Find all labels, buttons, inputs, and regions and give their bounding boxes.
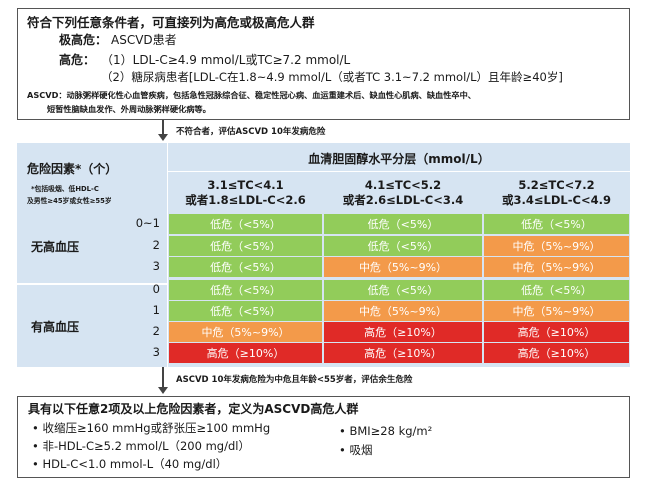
risk-level-cell: 低危（<5%）: [169, 214, 322, 234]
risk-factor-count: 0: [152, 282, 160, 296]
risk-factor-count: 2: [152, 324, 160, 338]
table-divider: [167, 143, 168, 367]
flow-arrow-down-icon: [158, 120, 168, 142]
ascvd-note-line2: 短暂性脑缺血发作、外周动脉粥样硬化病等。: [47, 104, 211, 114]
direct-classification-box: [17, 8, 630, 120]
risk-factor-count: 3: [152, 259, 160, 273]
risk-factor-count: 1: [152, 303, 160, 317]
cholesterol-header: 血清胆固醇水平分层（mmol/L）: [308, 152, 490, 166]
cholesterol-column-ldl: 或者2.6≤LDL-C<3.4: [342, 193, 464, 207]
cholesterol-column-header: 4.1≤TC<5.2 或者2.6≤LDL-C<3.4: [324, 178, 482, 208]
cholesterol-column-tc: 4.1≤TC<5.2: [364, 178, 442, 192]
cholesterol-column-ldl: 或者1.8≤LDL-C<2.6: [185, 193, 306, 207]
risk-level-cell: 中危（5%~9%）: [484, 301, 629, 321]
risk-level-cell: 低危（<5%）: [169, 280, 322, 300]
cholesterol-column-tc: 3.1≤TC<4.1: [207, 178, 284, 192]
high-risk-criteria-heading: 具有以下任意2项及以上危险因素者，定义为ASCVD高危人群: [28, 402, 359, 416]
risk-level-cell: 中危（5%~9%）: [484, 236, 629, 256]
hypertension-group-label: 无高血压: [31, 240, 80, 254]
risk-level-cell: 低危（<5%）: [324, 214, 482, 234]
risk-level-cell: 中危（5%~9%）: [484, 257, 629, 277]
high-criterion-1: （1）LDL-C≥4.9 mmol/L或TC≥7.2 mmol/L: [101, 53, 351, 67]
risk-level-cell: 低危（<5%）: [169, 301, 322, 321]
high-label: 高危：: [59, 53, 96, 67]
risk-level-cell: 高危（≥10%）: [484, 322, 629, 342]
risk-factor-note2: 及男性≥45岁或女性≥55岁: [27, 197, 112, 205]
flow-arrow-down-icon: [158, 367, 168, 395]
criterion-blood-pressure: • 收缩压≥160 mmHg或舒张压≥100 mmHg: [32, 421, 271, 435]
risk-factor-count: 3: [152, 345, 160, 359]
criterion-bmi: • BMI≥28 kg/m²: [339, 424, 433, 438]
cholesterol-column-header: 5.2≤TC<7.2 或3.4≤LDL-C<4.9: [484, 178, 629, 208]
high-criterion-2: （2）糖尿病患者[LDL-C在1.8~4.9 mmol/L（或者TC 3.1~7…: [101, 70, 563, 84]
risk-level-cell: 低危（<5%）: [169, 236, 322, 256]
risk-level-cell: 低危（<5%）: [484, 214, 629, 234]
arrow1-caption: 不符合者，评估ASCVD 10年发病危险: [176, 127, 326, 137]
table-divider: [17, 283, 168, 285]
direct-classification-heading: 符合下列任意条件者，可直接列为高危或极高危人群: [27, 15, 315, 30]
risk-level-cell: 高危（≥10%）: [324, 322, 482, 342]
cholesterol-column-ldl: 或3.4≤LDL-C<4.9: [502, 193, 611, 207]
arrow2-caption: ASCVD 10年发病危险为中危且年龄<55岁者，评估余生危险: [176, 375, 413, 385]
hypertension-group-label: 有高血压: [31, 320, 80, 334]
ascvd-note-line1: ASCVD：动脉粥样硬化性心血管疾病，包括急性冠脉综合征、稳定性冠心病、血运重建…: [27, 90, 476, 100]
criterion-smoking: • 吸烟: [339, 443, 373, 457]
risk-level-cell: 中危（5%~9%）: [169, 322, 322, 342]
risk-level-cell: 高危（≥10%）: [484, 343, 629, 363]
criterion-hdl: • HDL-C<1.0 mmol-L（40 mg/dl）: [32, 457, 228, 471]
risk-level-cell: 高危（≥10%）: [169, 343, 322, 363]
risk-level-cell: 低危（<5%）: [169, 257, 322, 277]
risk-level-cell: 低危（<5%）: [324, 280, 482, 300]
cholesterol-column-tc: 5.2≤TC<7.2: [518, 178, 595, 192]
risk-factor-count: 2: [152, 238, 160, 252]
table-divider: [168, 171, 630, 172]
high-risk-criteria-box: [17, 396, 630, 478]
risk-level-cell: 中危（5%~9%）: [324, 257, 482, 277]
criterion-non-hdl: • 非-HDL-C≥5.2 mmol/L（200 mg/dl）: [32, 439, 250, 453]
risk-level-cell: 中危（5%~9%）: [324, 301, 482, 321]
risk-level-cell: 低危（<5%）: [324, 236, 482, 256]
risk-factor-count: 0~1: [135, 216, 160, 230]
cholesterol-column-header: 3.1≤TC<4.1 或者1.8≤LDL-C<2.6: [169, 178, 322, 208]
risk-factor-note1: *包括吸烟、低HDL-C: [31, 185, 99, 193]
risk-factor-header: 危险因素*（个）: [27, 162, 118, 176]
very-high-label: 极高危：: [59, 33, 108, 47]
very-high-text: ASCVD患者: [111, 33, 177, 47]
risk-level-cell: 高危（≥10%）: [324, 343, 482, 363]
risk-level-cell: 低危（<5%）: [484, 280, 629, 300]
